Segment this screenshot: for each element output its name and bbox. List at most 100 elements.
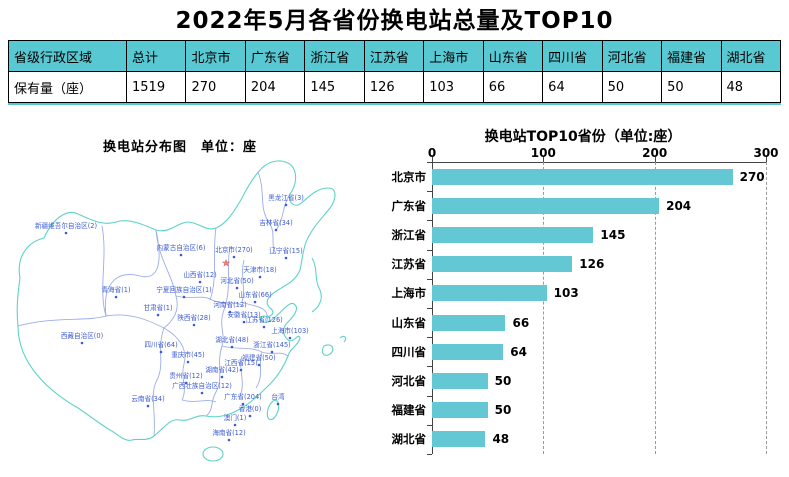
table-cell: 103 bbox=[423, 71, 484, 103]
bar-category-label: 四川省 bbox=[391, 344, 427, 359]
bar-category-label: 浙江省 bbox=[391, 227, 427, 242]
y-axis-tick bbox=[427, 424, 432, 426]
map-province-label: 西藏自治区(0) bbox=[61, 331, 103, 345]
map-province-label: 山东省(66) bbox=[238, 290, 272, 304]
table-cell: 66 bbox=[482, 71, 544, 103]
map-point-marker bbox=[284, 256, 288, 260]
map-point-marker bbox=[274, 228, 278, 232]
map-province-label: 海南省(12) bbox=[212, 428, 246, 442]
bar bbox=[432, 431, 486, 448]
svg-text:广西壮族自治区(12): 广西壮族自治区(12) bbox=[172, 381, 232, 390]
bar-row: 湖北省 48 bbox=[392, 425, 786, 454]
x-axis-tick-label: 200 bbox=[642, 146, 668, 160]
svg-text:江苏省(126): 江苏省(126) bbox=[245, 315, 283, 324]
bar-value-label: 126 bbox=[579, 257, 605, 272]
gridline bbox=[766, 162, 767, 454]
svg-text:贵州省(12): 贵州省(12) bbox=[169, 371, 202, 380]
map-point-marker bbox=[156, 313, 160, 317]
map-province-label: 广西壮族自治区(12) bbox=[172, 381, 232, 395]
bar bbox=[432, 197, 660, 214]
map-point-marker bbox=[186, 360, 190, 364]
beijing-star-marker: ★ bbox=[222, 259, 230, 269]
province-border bbox=[241, 301, 269, 323]
map-province-label: 贵州省(12) bbox=[169, 371, 203, 385]
map-province-label: 宁夏回族自治区(1) bbox=[156, 285, 212, 299]
taiwan-island bbox=[266, 399, 280, 421]
map-point-marker bbox=[284, 203, 288, 207]
map-point-marker bbox=[257, 363, 261, 367]
bar-category-label: 上海市 bbox=[391, 286, 427, 301]
svg-text:福建省(50): 福建省(50) bbox=[242, 353, 275, 362]
gridline bbox=[654, 162, 656, 454]
bar-value-label: 50 bbox=[494, 403, 512, 418]
province-border bbox=[175, 295, 245, 307]
map-labels-layer: 黑龙江省(3) 吉林省(34) 辽宁省(15) 内蒙古自治区(6) 北京市(270) 天津… bbox=[35, 193, 309, 442]
top10-bar-chart: 0 100 200 300 北京市 270 广东省 204 浙江省 145 江苏省 126 上海市 103… bbox=[392, 146, 789, 472]
svg-text:甘肃省(1): 甘肃省(1) bbox=[143, 303, 172, 312]
map-province-label: 湖北省(48) bbox=[215, 335, 249, 349]
bar bbox=[432, 314, 506, 331]
svg-text:河南省(12): 河南省(12) bbox=[213, 300, 246, 309]
svg-text:湖南省(42): 湖南省(42) bbox=[205, 365, 238, 374]
bar-category-label: 河北省 bbox=[391, 373, 427, 388]
y-axis-tick bbox=[427, 395, 432, 397]
bar-category-label: 福建省 bbox=[391, 403, 427, 418]
svg-text:台湾: 台湾 bbox=[271, 392, 285, 401]
province-border bbox=[155, 229, 178, 329]
table-cell: 64 bbox=[542, 71, 603, 103]
svg-text:山东省(66): 山东省(66) bbox=[238, 290, 271, 299]
bar-category-label: 湖北省 bbox=[391, 432, 427, 447]
table-cell: 126 bbox=[363, 71, 425, 103]
map-province-label: 江西省(15) bbox=[224, 358, 258, 372]
bar-row: 四川省 64 bbox=[392, 337, 786, 366]
map-point-marker bbox=[230, 345, 234, 349]
bar-value-label: 103 bbox=[553, 286, 579, 301]
table-value-row: 保有量（座） 1519 270 204 145 126 103 66 64 50 50 48 bbox=[8, 71, 782, 103]
svg-text:内蒙古自治区(6): 内蒙古自治区(6) bbox=[157, 243, 206, 252]
map-title: 换电站分布图 单位：座 bbox=[102, 140, 257, 155]
map-point-marker bbox=[241, 402, 245, 406]
svg-text:天津市(18): 天津市(18) bbox=[243, 265, 276, 274]
map-province-label: 河南省(12) bbox=[213, 300, 247, 314]
table-header-cell: 江苏省 bbox=[363, 40, 425, 72]
y-axis-tick bbox=[427, 220, 432, 222]
bar-category-label: 北京市 bbox=[391, 169, 427, 184]
map-province-label: 广东省(204) bbox=[224, 392, 262, 406]
y-axis-tick bbox=[427, 191, 432, 193]
table-cell: 50 bbox=[601, 71, 663, 103]
province-border bbox=[104, 229, 160, 317]
table-cell: 保有量（座） bbox=[8, 71, 127, 103]
x-axis-tick-label: 300 bbox=[753, 146, 779, 160]
map-province-label: 内蒙古自治区(6) bbox=[157, 243, 206, 257]
table-header-cell: 总计 bbox=[125, 40, 187, 72]
bar-row: 河北省 50 bbox=[392, 366, 786, 395]
map-province-label: 天津市(18) bbox=[243, 265, 277, 279]
summary-table-wrap: 省级行政区域 总计 北京市 广东省 浙江省 江苏省 上海市 山东省 四川省 河北省 福建省 湖北省 保… bbox=[8, 40, 782, 105]
map-point-marker bbox=[114, 295, 118, 299]
table-cell: 48 bbox=[720, 71, 782, 103]
map-province-label: 江苏省(126) bbox=[245, 315, 283, 329]
map-point-marker bbox=[227, 438, 231, 442]
province-border bbox=[152, 327, 165, 437]
map-province-label: 北京市(270) bbox=[215, 245, 253, 259]
map-province-label: 福建省(50) bbox=[242, 353, 276, 367]
x-axis-tick-label: 0 bbox=[427, 146, 437, 160]
svg-text:吉林省(34): 吉林省(34) bbox=[259, 218, 292, 227]
province-border bbox=[257, 171, 277, 255]
map-province-label: 陕西省(28) bbox=[177, 313, 211, 327]
table-header-cell: 上海市 bbox=[423, 40, 484, 72]
map-point-marker bbox=[228, 310, 232, 314]
y-axis-tick bbox=[427, 454, 432, 455]
table-cell: 145 bbox=[304, 71, 365, 103]
table-header-cell: 山东省 bbox=[482, 40, 544, 72]
table-header-cell: 湖北省 bbox=[720, 40, 782, 72]
china-outline bbox=[16, 160, 336, 441]
svg-text:青海省(1): 青海省(1) bbox=[101, 285, 130, 294]
x-axis-tick bbox=[543, 157, 545, 162]
svg-text:陕西省(28): 陕西省(28) bbox=[177, 313, 210, 322]
map-point-marker bbox=[232, 255, 236, 259]
bar-value-label: 145 bbox=[600, 227, 626, 242]
bar bbox=[432, 372, 488, 389]
y-axis-line bbox=[432, 162, 433, 454]
x-axis-labels: 0 100 200 300 bbox=[398, 146, 789, 162]
